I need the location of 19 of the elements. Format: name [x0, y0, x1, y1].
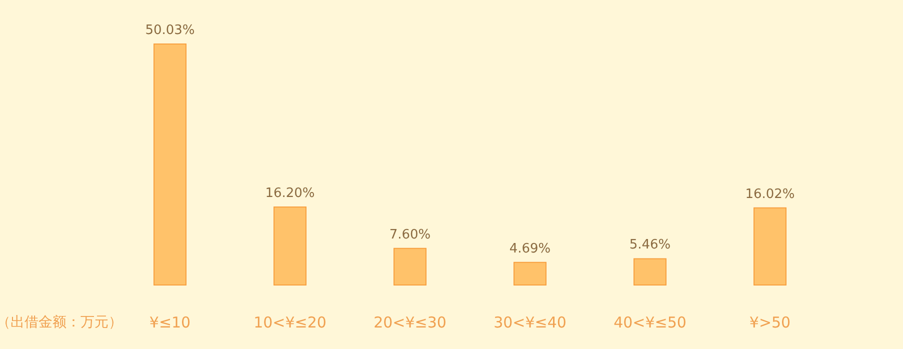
x-tick-label: ¥>50 — [749, 314, 791, 332]
data-label: 16.02% — [745, 186, 795, 202]
x-tick-label: 10<¥≤20 — [254, 314, 326, 332]
data-label: 7.60% — [389, 227, 431, 242]
data-label: 50.03% — [145, 22, 195, 38]
x-tick-label: 40<¥≤50 — [614, 314, 686, 332]
bar — [514, 262, 546, 286]
bar — [634, 258, 666, 286]
bar — [274, 206, 306, 286]
bar — [154, 43, 186, 286]
x-tick-label: 20<¥≤30 — [374, 314, 446, 332]
bar — [394, 248, 426, 286]
x-axis-title: （出借金额：万元） — [0, 314, 122, 330]
bar — [754, 207, 786, 286]
x-tick-label: 30<¥≤40 — [494, 314, 566, 332]
data-label: 16.20% — [265, 186, 315, 201]
data-label: 5.46% — [629, 238, 671, 253]
x-tick-label: ¥≤10 — [149, 314, 191, 332]
data-label: 4.69% — [509, 241, 551, 256]
